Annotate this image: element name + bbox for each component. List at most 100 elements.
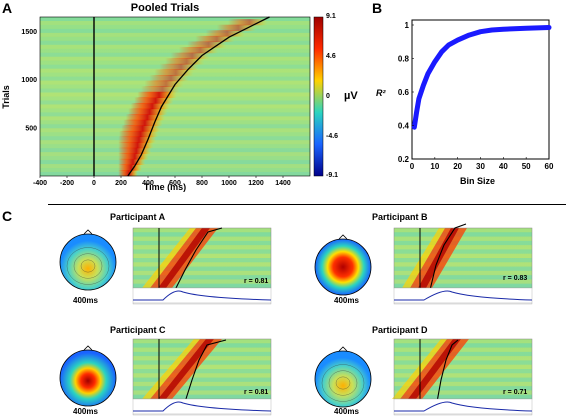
heatmap-response-band bbox=[205, 30, 245, 37]
participant-heatmap-stripe bbox=[394, 364, 532, 369]
heatmap-stripe bbox=[40, 152, 310, 157]
x-tick-label: 1000 bbox=[221, 180, 237, 187]
participant-topography-contour bbox=[80, 259, 96, 273]
participant-topography bbox=[314, 350, 372, 408]
heatmap-stripe bbox=[40, 160, 310, 165]
participant-heatmap-stripe bbox=[394, 283, 532, 288]
participant-heatmap-stripe bbox=[394, 381, 532, 387]
participant-heatmap-stripe bbox=[133, 377, 271, 382]
heatmap-response-band bbox=[118, 142, 154, 149]
participant-heatmap-stripe bbox=[394, 390, 532, 395]
b-y-tick-label: 0.4 bbox=[398, 122, 410, 131]
participant-response-core bbox=[158, 339, 214, 399]
heatmap-stripe bbox=[40, 108, 310, 113]
colorbar-tick: -4.6 bbox=[326, 133, 339, 140]
participant-heatmap-stripe bbox=[394, 262, 532, 267]
heatmap-stripe bbox=[40, 104, 310, 109]
b-x-tick-label: 40 bbox=[499, 162, 508, 171]
heatmap-stripe bbox=[40, 132, 310, 137]
participant-heatmap-stripe bbox=[133, 266, 271, 271]
participant-response-edge bbox=[142, 228, 196, 288]
heatmap-stripe bbox=[40, 120, 310, 125]
participant-c-latency: 400ms bbox=[73, 407, 98, 416]
participant-erp-box bbox=[393, 287, 533, 305]
panel-c-letter: C bbox=[2, 208, 13, 224]
participant-a-title: Participant A bbox=[110, 212, 166, 222]
b-y-tick-label: 0.8 bbox=[398, 55, 410, 64]
participant-c-correlation: r = 0.81 bbox=[244, 389, 269, 396]
participant-erp-box bbox=[393, 398, 533, 416]
participant-c-title: Participant C bbox=[110, 325, 166, 335]
participant-rt-curve bbox=[429, 223, 467, 291]
participant-d-correlation: r = 0.71 bbox=[503, 389, 528, 396]
colorbar-tick: 9.1 bbox=[326, 13, 336, 20]
participant-a-correlation: r = 0.81 bbox=[244, 278, 269, 285]
b-x-tick-label: 50 bbox=[522, 162, 531, 171]
heatmap-stripe bbox=[40, 140, 310, 145]
colorbar bbox=[313, 16, 324, 177]
participant-response-edge bbox=[142, 339, 200, 399]
participant-heatmap-stripe bbox=[133, 249, 271, 254]
panel-b-ylabel: R² bbox=[376, 88, 386, 98]
y-tick-label: 1000 bbox=[21, 77, 37, 84]
heatmap-response-band bbox=[118, 164, 142, 171]
participant-response-core bbox=[158, 228, 210, 288]
heatmap-response-band bbox=[128, 108, 168, 115]
heatmap-stripe bbox=[40, 20, 310, 25]
colorbar-tick: -9.1 bbox=[326, 172, 339, 179]
heatmap-response-band bbox=[121, 125, 161, 132]
b-x-tick-label: 0 bbox=[410, 162, 415, 171]
participant-b-correlation: r = 0.83 bbox=[503, 275, 528, 282]
participant-heatmap-stripe bbox=[133, 381, 271, 387]
rt-curve bbox=[127, 16, 270, 177]
heatmap-stripe bbox=[40, 112, 310, 117]
participant-heatmap-stripe bbox=[394, 266, 532, 271]
x-tick-label: -400 bbox=[33, 180, 47, 187]
participant-heatmap-stripe bbox=[394, 253, 532, 258]
participant-heatmap-stripe bbox=[394, 258, 532, 263]
heatmap-stripe bbox=[40, 168, 310, 173]
participant-heatmap-stripe bbox=[394, 240, 532, 246]
x-tick-label: 600 bbox=[169, 180, 181, 187]
heatmap-response-band bbox=[137, 91, 177, 98]
participant-topography-nose bbox=[338, 234, 348, 240]
participant-a-latency: 400ms bbox=[73, 296, 98, 305]
y-tick-label: 1500 bbox=[21, 29, 37, 36]
participant-d-latency: 400ms bbox=[334, 407, 359, 416]
participant-heatmap-stripe bbox=[394, 377, 532, 382]
participant-heatmap-stripe bbox=[394, 236, 532, 241]
heatmap-stripe bbox=[40, 48, 310, 53]
x-tick-label: 400 bbox=[142, 180, 154, 187]
participant-heatmap-stripe bbox=[133, 390, 271, 395]
x-tick-label: 200 bbox=[115, 180, 127, 187]
participant-topography-contour bbox=[66, 247, 110, 285]
heatmap-stripe bbox=[40, 17, 310, 21]
participant-heatmap-stripe bbox=[133, 386, 271, 391]
participant-heatmap-stripe bbox=[394, 386, 532, 391]
participant-erp-trace bbox=[394, 401, 533, 412]
participant-heatmap-stripe bbox=[133, 364, 271, 369]
participant-heatmap-stripe bbox=[133, 369, 271, 374]
heatmap-response-band bbox=[118, 153, 149, 160]
participant-heatmap-stripe bbox=[394, 351, 532, 357]
participant-topography-nose bbox=[83, 229, 93, 235]
participant-heatmap-stripe bbox=[394, 279, 532, 284]
heatmap-stripe bbox=[40, 156, 310, 161]
heatmap-response-band bbox=[170, 52, 210, 59]
participant-topography bbox=[59, 233, 117, 291]
r2-series-line bbox=[411, 25, 552, 130]
b-y-tick-label: 1 bbox=[405, 21, 410, 30]
heatmap-response-band bbox=[118, 170, 138, 177]
heatmap-stripe bbox=[40, 24, 310, 29]
participant-b-title: Participant B bbox=[372, 212, 428, 222]
participant-erp-trace bbox=[133, 401, 272, 412]
participant-heatmap-stripe bbox=[394, 249, 532, 254]
participant-heatmap-stripe bbox=[133, 373, 271, 378]
participant-heatmap-stripe bbox=[133, 270, 271, 276]
heatmap-response-band bbox=[118, 158, 146, 166]
heatmap-stripe bbox=[40, 136, 310, 141]
participant-topography-contour bbox=[328, 370, 358, 396]
participant-heatmap-stripe bbox=[394, 356, 532, 361]
heatmap-response-band bbox=[216, 24, 256, 31]
colorbar-tick: 0 bbox=[326, 93, 330, 100]
